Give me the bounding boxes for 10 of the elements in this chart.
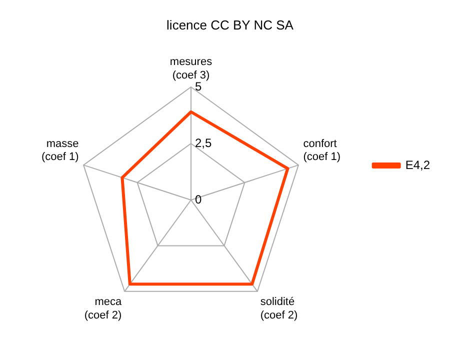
y-tick-label: 2,5 — [195, 136, 212, 150]
spoke-label: confort (coef 1) — [303, 138, 341, 163]
legend-label: E4,2 — [405, 158, 430, 172]
spoke-label: masse (coef 1) — [41, 138, 79, 163]
y-tick-label: 5 — [195, 79, 202, 94]
spoke-label: meca (coef 2) — [84, 296, 123, 322]
spoke-label: mesures (coef 3) — [170, 56, 213, 82]
chart-title: licence CC BY NC SA — [166, 17, 294, 32]
spoke-label: solidité (coef 2) — [260, 296, 298, 322]
y-tick-label: 0 — [195, 192, 202, 206]
